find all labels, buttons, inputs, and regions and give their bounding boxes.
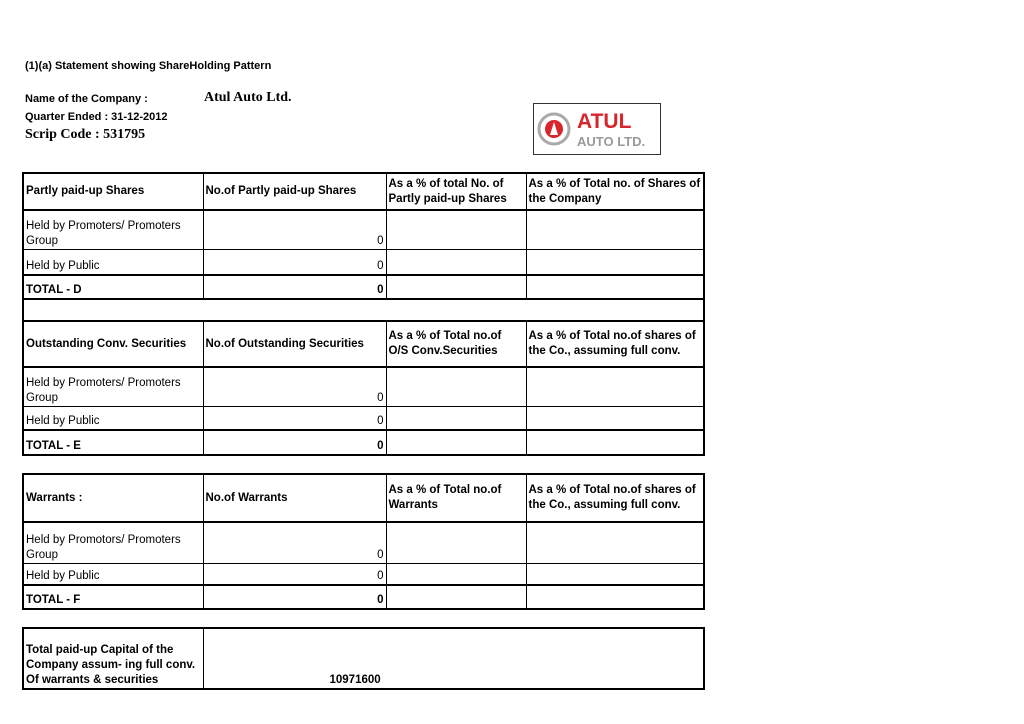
total-row: TOTAL - F 0 xyxy=(22,584,705,610)
table-row: Held by Public 0 xyxy=(22,248,705,276)
capital-value: 10971600 xyxy=(202,627,705,690)
header-cell: As a % of Total no.of Warrants xyxy=(385,473,527,523)
row-label: Held by Promoters/ Promoters Group xyxy=(22,366,204,407)
total-label: TOTAL - D xyxy=(22,274,204,300)
row-value: 0 xyxy=(202,521,387,564)
svg-text:AUTO LTD.: AUTO LTD. xyxy=(577,134,645,149)
header-cell: As a % of total No. of Partly paid-up Sh… xyxy=(385,172,527,211)
company-name: Atul Auto Ltd. xyxy=(204,90,292,105)
warrants-table: Warrants : No.of Warrants As a % of Tota… xyxy=(22,473,705,610)
row-value: 0 xyxy=(202,562,387,586)
row-label: Held by Promotors/ Promoters Group xyxy=(22,521,204,564)
company-logo: ATUL AUTO LTD. xyxy=(533,103,661,155)
convertible-securities-table: Outstanding Conv. Securities No.of Outst… xyxy=(22,320,705,456)
total-row: TOTAL - D 0 xyxy=(22,274,705,300)
scrip-code: Scrip Code : 531795 xyxy=(25,127,146,142)
row-value: 0 xyxy=(202,209,387,250)
total-value: 0 xyxy=(202,429,387,456)
total-value: 0 xyxy=(202,584,387,610)
header-cell: As a % of Total no.of shares of the Co.,… xyxy=(525,473,705,523)
capital-label: Total paid-up Capital of the Company ass… xyxy=(22,627,204,690)
total-value: 0 xyxy=(202,274,387,300)
company-label: Name of the Company : xyxy=(25,93,148,105)
row-value: 0 xyxy=(202,248,387,276)
header-cell: No.of Partly paid-up Shares xyxy=(202,172,387,211)
header-cell: Outstanding Conv. Securities xyxy=(22,320,204,368)
row-value: 0 xyxy=(202,405,387,431)
header-cell: As a % of Total no. of Shares of the Com… xyxy=(525,172,705,211)
svg-text:ATUL: ATUL xyxy=(577,110,632,133)
header-cell: Warrants : xyxy=(22,473,204,523)
row-label: Held by Promoters/ Promoters Group xyxy=(22,209,204,250)
header-cell: Partly paid-up Shares xyxy=(22,172,204,211)
row-label: Held by Public xyxy=(22,405,204,431)
row-label: Held by Public xyxy=(22,248,204,276)
total-label: TOTAL - F xyxy=(22,584,204,610)
statement-title: (1)(a) Statement showing ShareHolding Pa… xyxy=(25,60,272,72)
logo-emblem-icon: ATUL AUTO LTD. xyxy=(537,110,645,149)
header-cell: As a % of Total no.of O/S Conv.Securitie… xyxy=(385,320,527,368)
header-cell: No.of Outstanding Securities xyxy=(202,320,387,368)
total-row: TOTAL - E 0 xyxy=(22,429,705,456)
table-row: Held by Promotors/ Promoters Group 0 xyxy=(22,521,705,564)
partly-paid-table: Partly paid-up Shares No.of Partly paid-… xyxy=(22,172,705,321)
row-label: Held by Public xyxy=(22,562,204,586)
table-row: Held by Promoters/ Promoters Group 0 xyxy=(22,366,705,407)
header-cell: No.of Warrants xyxy=(202,473,387,523)
table-row: Held by Public 0 xyxy=(22,405,705,431)
header-cell: As a % of Total no.of shares of the Co.,… xyxy=(525,320,705,368)
row-value: 0 xyxy=(202,366,387,407)
total-label: TOTAL - E xyxy=(22,429,204,456)
table-row: Held by Public 0 xyxy=(22,562,705,586)
table-row: Held by Promoters/ Promoters Group 0 xyxy=(22,209,705,250)
quarter-ended: Quarter Ended : 31-12-2012 xyxy=(25,111,168,123)
total-capital-table: Total paid-up Capital of the Company ass… xyxy=(22,627,705,690)
